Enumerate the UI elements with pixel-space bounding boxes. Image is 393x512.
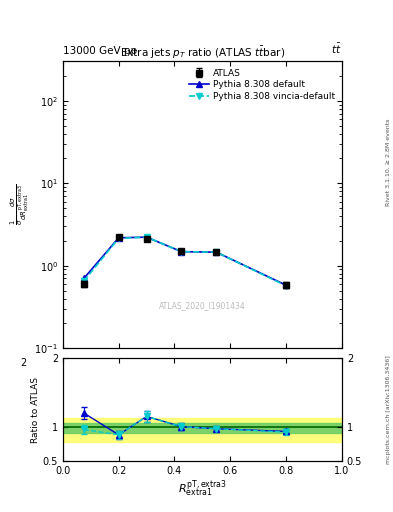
Text: Rivet 3.1.10, ≥ 2.8M events: Rivet 3.1.10, ≥ 2.8M events [386, 118, 391, 205]
Text: 2: 2 [20, 358, 27, 369]
Title: Extra jets $p_T$ ratio (ATLAS $t\bar{t}$bar): Extra jets $p_T$ ratio (ATLAS $t\bar{t}$… [120, 45, 285, 61]
Text: mcplots.cern.ch [arXiv:1306.3436]: mcplots.cern.ch [arXiv:1306.3436] [386, 355, 391, 464]
Y-axis label: Ratio to ATLAS: Ratio to ATLAS [31, 377, 40, 442]
Y-axis label: $\frac{1}{\sigma}\frac{d\sigma}{dR_{\rm extra1}^{\rm pT,extra3}}$: $\frac{1}{\sigma}\frac{d\sigma}{dR_{\rm … [9, 184, 31, 225]
Text: ATLAS_2020_I1901434: ATLAS_2020_I1901434 [159, 301, 246, 310]
Bar [63, 423, 342, 434]
Bar [63, 418, 342, 442]
Text: $t\bar{t}$: $t\bar{t}$ [331, 42, 342, 56]
Text: 13000 GeV pp: 13000 GeV pp [63, 46, 137, 56]
Legend: ATLAS, Pythia 8.308 default, Pythia 8.308 vincia-default: ATLAS, Pythia 8.308 default, Pythia 8.30… [186, 66, 338, 104]
X-axis label: $R_{\mathrm{extra1}}^{\mathrm{pT,extra3}}$: $R_{\mathrm{extra1}}^{\mathrm{pT,extra3}… [178, 478, 227, 499]
